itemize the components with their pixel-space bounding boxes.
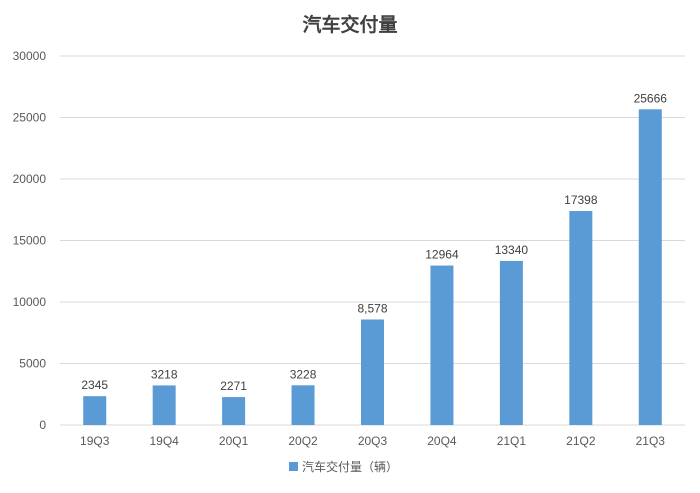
y-tick-label: 25000 <box>13 111 47 125</box>
bar <box>499 260 523 425</box>
x-axis-tick-labels: 19Q3 19Q4 20Q1 20Q2 20Q3 20Q4 21Q1 21Q2 21Q3 <box>80 434 665 448</box>
chart-title: 汽车交付量 <box>302 13 397 36</box>
y-tick-label: 30000 <box>13 49 47 63</box>
x-tick-label: 19Q3 <box>80 434 110 448</box>
x-tick-label: 20Q3 <box>358 434 388 448</box>
data-label: 8,578 <box>357 301 387 315</box>
y-tick-label: 10000 <box>13 295 47 309</box>
bar <box>569 211 593 425</box>
data-label: 2345 <box>81 378 108 392</box>
watermark: 21世纪经济报道 21ST CENTURY BUSINESS HERALD <box>512 445 674 477</box>
bar <box>83 396 107 425</box>
x-tick-label: 20Q2 <box>288 434 318 448</box>
bar <box>291 385 315 425</box>
x-tick-label: 20Q1 <box>219 434 249 448</box>
y-axis-tick-labels: 0 5000 10000 15000 20000 25000 30000 <box>13 49 47 432</box>
bars <box>83 109 662 425</box>
data-label: 3218 <box>151 367 178 381</box>
data-label: 12964 <box>425 248 459 262</box>
y-tick-label: 20000 <box>13 172 47 186</box>
y-tick-label: 15000 <box>13 234 47 248</box>
watermark-subtext: 21ST CENTURY BUSINESS HERALD <box>512 468 674 477</box>
bar <box>430 265 454 425</box>
x-tick-label: 21Q3 <box>636 434 666 448</box>
bar <box>222 397 246 425</box>
y-tick-label: 0 <box>39 418 46 432</box>
legend-swatch <box>289 462 298 471</box>
data-label: 25666 <box>634 91 668 105</box>
x-tick-label: 21Q1 <box>497 434 527 448</box>
data-label: 3228 <box>290 367 317 381</box>
x-tick-label: 20Q4 <box>427 434 457 448</box>
watermark-text: 21世纪经济报道 <box>512 445 652 468</box>
gridlines <box>60 55 685 426</box>
y-tick-label: 5000 <box>19 357 46 371</box>
data-label: 17398 <box>564 193 598 207</box>
data-label: 13340 <box>495 243 529 257</box>
x-tick-label: 21Q2 <box>566 434 596 448</box>
legend-label: 汽车交付量（辆） <box>302 459 398 474</box>
data-labels: 2345 3218 2271 3228 8,578 12964 13340 17398 2566… <box>81 91 667 393</box>
legend: 汽车交付量（辆） <box>289 459 398 474</box>
bar <box>152 385 176 425</box>
data-label: 2271 <box>220 379 247 393</box>
x-tick-label: 19Q4 <box>149 434 179 448</box>
bar <box>638 109 662 425</box>
bar <box>361 319 384 425</box>
